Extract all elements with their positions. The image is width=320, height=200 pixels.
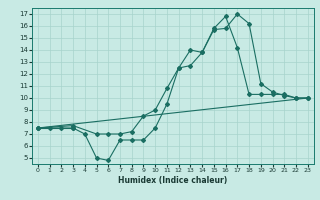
X-axis label: Humidex (Indice chaleur): Humidex (Indice chaleur)	[118, 176, 228, 185]
